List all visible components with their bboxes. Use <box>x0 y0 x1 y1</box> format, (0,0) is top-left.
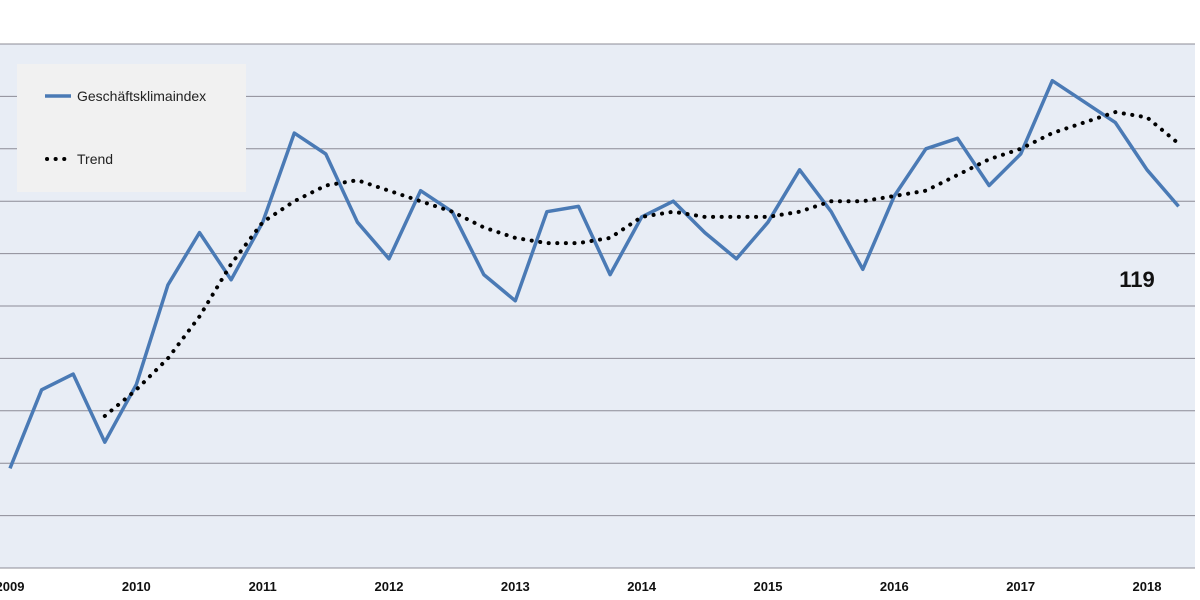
x-tick-label: 2014 <box>627 579 657 594</box>
x-tick-label: 2009 <box>0 579 24 594</box>
x-tick-label: 2018 <box>1133 579 1162 594</box>
legend-box <box>17 64 246 192</box>
series-line-trend <box>102 110 1181 418</box>
x-tick-label: 2016 <box>880 579 909 594</box>
series-layer <box>8 78 1181 470</box>
x-tick-label: 2017 <box>1006 579 1035 594</box>
x-tick-label: 2015 <box>754 579 783 594</box>
x-tick-label: 2012 <box>375 579 404 594</box>
series-line-geschaeftsklimaindex <box>8 78 1180 470</box>
x-tick-label: 2010 <box>122 579 151 594</box>
x-tick-label: 2013 <box>501 579 530 594</box>
last-value-annotation: 119 <box>1119 267 1155 292</box>
x-axis-tick-labels: 2009 2010 2011 2012 2013 2014 2015 2016 2017 2018 <box>0 579 1161 594</box>
x-tick-label: 2011 <box>249 579 277 594</box>
legend-label-geschaeftsklimaindex: Geschäftsklimaindex <box>77 88 206 104</box>
legend: Geschäftsklimaindex Trend <box>17 64 246 192</box>
legend-label-trend: Trend <box>77 151 113 167</box>
